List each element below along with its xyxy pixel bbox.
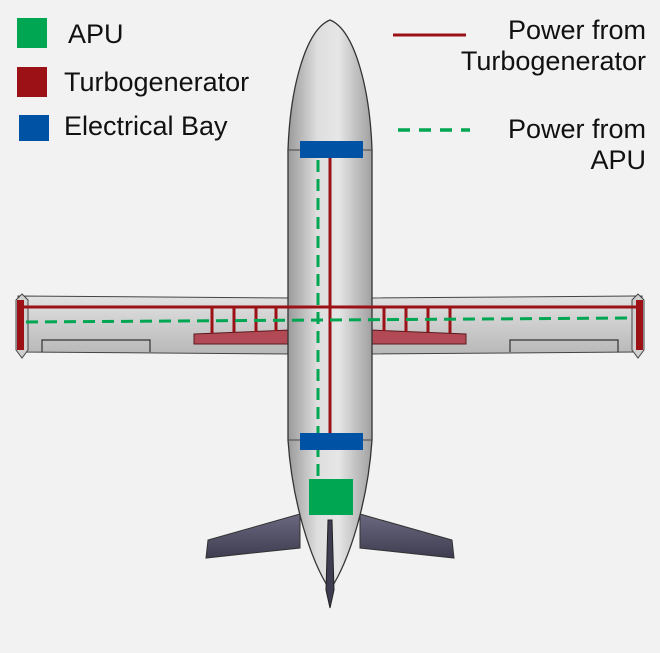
legend-label-electrical-bay: Electrical Bay — [64, 111, 228, 141]
legend-swatch-electrical-bay — [19, 115, 49, 141]
legend-label-power-turbogenerator: Power from Turbogenerator — [461, 15, 646, 77]
legend-label-apu: APU — [68, 19, 124, 49]
legend-swatch-turbogenerator — [17, 67, 47, 97]
legend-power-apu-line2: APU — [590, 145, 646, 175]
legend-swatch-apu — [17, 18, 47, 48]
electrical-bay-rear — [300, 433, 363, 450]
legend-power-turbogenerator-line2: Turbogenerator — [460, 46, 646, 76]
turbogenerator-power-lines — [24, 152, 636, 436]
apu-power-lines — [25, 160, 635, 482]
legend-power-turbogenerator-line1: Power from — [507, 15, 646, 45]
electrical-bay-front — [300, 141, 363, 158]
turbogenerator-right — [636, 300, 643, 350]
legend-label-power-apu: Power from APU — [508, 114, 646, 176]
horizontal-tail — [205, 513, 455, 559]
apu-unit — [309, 479, 353, 515]
legend-label-turbogenerator: Turbogenerator — [64, 67, 250, 97]
legend-power-apu-line1: Power from — [507, 114, 646, 144]
turbogenerator-left — [17, 300, 24, 350]
